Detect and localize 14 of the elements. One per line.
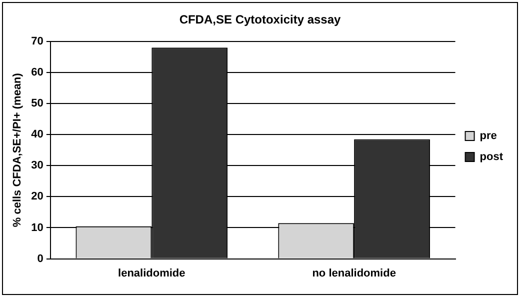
y-tick-label: 70 <box>31 35 44 48</box>
y-tick-label: 50 <box>31 98 44 110</box>
y-tick-label: 10 <box>31 222 44 234</box>
legend-label: pre <box>480 130 497 142</box>
x-tick-label: lenalidomide <box>118 267 186 280</box>
legend-label: post <box>480 151 504 164</box>
y-tick-label: 30 <box>31 160 44 172</box>
y-tick-label: 40 <box>31 128 44 141</box>
y-tick-label: 20 <box>31 190 44 203</box>
x-tick-label: no lenalidomide <box>312 267 396 280</box>
y-axis-title: % cells CFDA,SE+/PI+ (mean) <box>12 72 24 228</box>
y-tick-label: 60 <box>31 66 44 78</box>
y-tick-label: 0 <box>37 252 44 265</box>
chart-title: CFDA,SE Cytotoxicity assay <box>179 12 342 27</box>
